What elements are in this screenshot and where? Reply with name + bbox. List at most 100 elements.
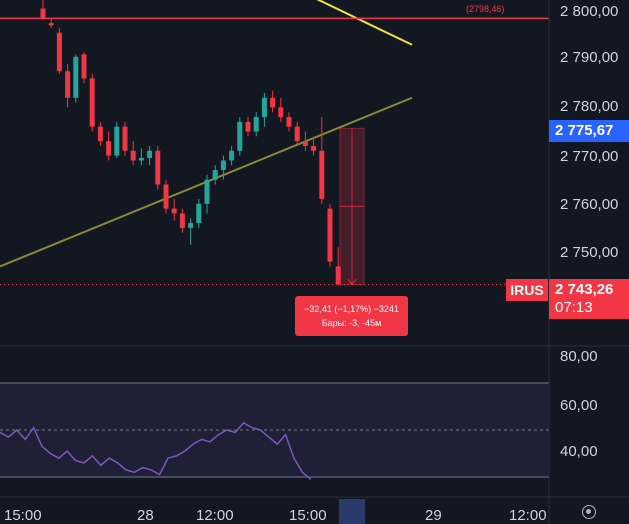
candle (114, 121, 120, 159)
candle-body (294, 126, 300, 142)
candle-body (114, 126, 120, 156)
candle (81, 51, 87, 84)
candle-body (73, 56, 79, 98)
candle (270, 90, 276, 113)
candle-body (253, 117, 259, 132)
candle (220, 155, 226, 180)
candle-body (261, 97, 267, 118)
candle-body (270, 97, 276, 108)
time-label: 29 (425, 507, 442, 524)
candle-body (130, 150, 136, 161)
candle-body (220, 160, 226, 171)
candle (229, 145, 235, 166)
candle-body (65, 71, 71, 98)
candle-body (229, 150, 235, 161)
measure-line-2: Бары: -3, -45м (321, 318, 382, 328)
candle (196, 198, 202, 228)
candle-body (97, 126, 103, 142)
candle (294, 121, 300, 146)
candle (212, 165, 218, 185)
candle-body (237, 121, 243, 151)
candle-body (155, 150, 161, 185)
time-label: 28 (137, 507, 154, 524)
price-tick: 2 780,00 (560, 98, 619, 115)
measure-range (0, 127, 549, 286)
candle (40, 0, 46, 19)
candle (311, 136, 317, 156)
candle-body (81, 54, 87, 79)
candle-body (106, 141, 112, 156)
candle-body (302, 141, 308, 146)
last-price-badge: 2 743,26 (549, 279, 629, 301)
candle (89, 73, 95, 132)
price-tick: 2 750,00 (560, 244, 619, 261)
rsi-line (0, 421, 312, 480)
candle (188, 218, 194, 245)
candle-body (188, 223, 194, 228)
candle (106, 131, 112, 161)
price-tick: 2 790,00 (560, 49, 619, 66)
rsi-pane (0, 382, 549, 480)
candle (163, 179, 169, 214)
candle-body (163, 184, 169, 209)
candle (147, 145, 153, 166)
candle-body (286, 117, 292, 127)
candle-body (48, 23, 54, 26)
candle-body (40, 8, 46, 18)
candle (65, 64, 71, 108)
trendline-yellow[interactable] (312, 0, 413, 46)
rsi-tick: 40,00 (560, 443, 598, 460)
candle (327, 203, 333, 267)
time-label: 12:00 (196, 507, 234, 524)
candle-body (204, 179, 210, 204)
ticker-badge[interactable]: IRUS (506, 279, 548, 301)
measure-line-1: −32,41 (−1,17%) −3241 (304, 304, 399, 314)
candle-body (179, 213, 185, 228)
hline-price-label: (2798,46) (466, 4, 505, 14)
time-label: 12:00 (509, 507, 547, 524)
candle-body (319, 150, 325, 199)
measure-tooltip: −32,41 (−1,17%) −3241 Бары: -3, -45м (295, 296, 408, 336)
candle (319, 117, 325, 204)
candle (122, 121, 128, 156)
current-price-badge: 2 775,67 (549, 120, 629, 142)
candle (97, 121, 103, 146)
candle (286, 112, 292, 132)
candle-body (327, 208, 333, 262)
countdown-badge: 07:13 (549, 297, 629, 319)
candle (73, 54, 79, 103)
candle (261, 92, 267, 127)
candle-body (212, 170, 218, 180)
price-tick: 2 800,00 (560, 3, 619, 20)
time-axis-highlight (339, 499, 365, 524)
candle (237, 117, 243, 156)
candle (48, 18, 54, 28)
candle-body (196, 203, 202, 224)
candle-body (335, 266, 341, 285)
candle-body (122, 126, 128, 151)
price-tick: 2 760,00 (560, 196, 619, 213)
candle-body (147, 150, 153, 159)
candle (253, 112, 259, 137)
candle-body (56, 32, 62, 72)
candle (302, 131, 308, 151)
candle (335, 247, 341, 286)
price-tick: 2 770,00 (560, 148, 619, 165)
candles (40, 0, 341, 286)
candle (171, 198, 177, 221)
time-label: 15:00 (4, 507, 42, 524)
candle-body (278, 107, 284, 118)
candle (130, 141, 136, 166)
gear-icon[interactable] (582, 505, 596, 519)
candle (179, 208, 185, 233)
candle (278, 97, 284, 122)
candle-body (138, 158, 144, 161)
candle (56, 27, 62, 74)
candle-body (171, 208, 177, 214)
candle-body (245, 121, 251, 132)
candle (204, 174, 210, 214)
candle (155, 145, 161, 190)
rsi-tick: 80,00 (560, 348, 598, 365)
